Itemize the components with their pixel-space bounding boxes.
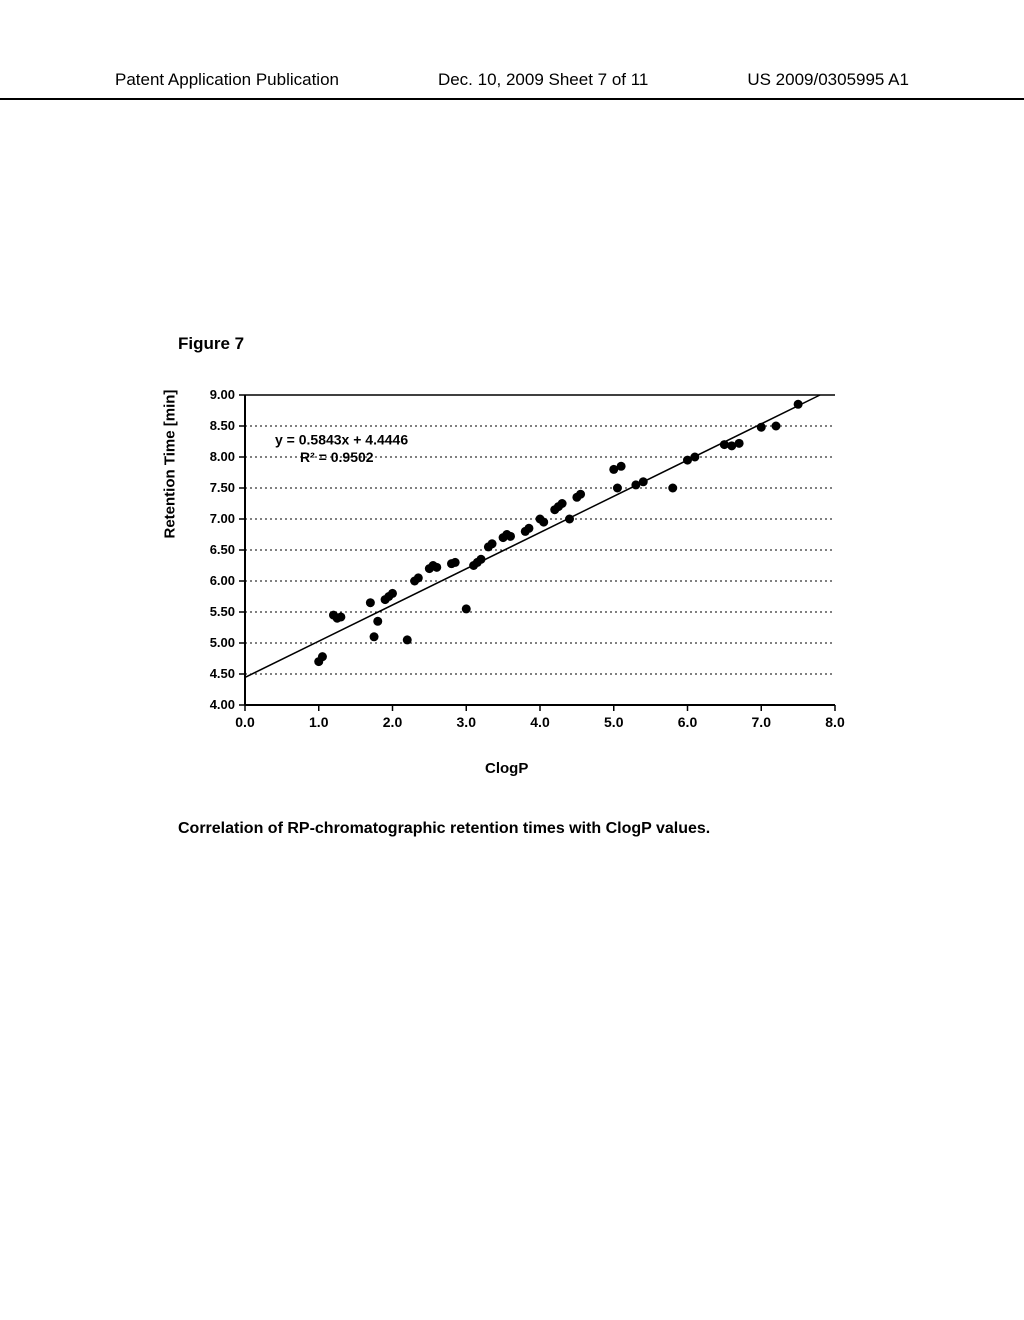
svg-text:4.50: 4.50 (210, 666, 235, 681)
svg-text:5.00: 5.00 (210, 635, 235, 650)
svg-text:R² = 0.9502: R² = 0.9502 (300, 449, 374, 465)
svg-text:8.50: 8.50 (210, 418, 235, 433)
header-publication-type: Patent Application Publication (115, 70, 339, 90)
y-axis-label: Retention Time [min] (162, 390, 179, 539)
svg-text:0.0: 0.0 (235, 714, 255, 730)
svg-text:8.0: 8.0 (825, 714, 845, 730)
svg-text:7.0: 7.0 (752, 714, 772, 730)
figure-label: Figure 7 (178, 334, 244, 354)
svg-text:4.00: 4.00 (210, 697, 235, 712)
svg-text:6.50: 6.50 (210, 542, 235, 557)
svg-text:1.0: 1.0 (309, 714, 329, 730)
header-date-sheet: Dec. 10, 2009 Sheet 7 of 11 (438, 70, 648, 90)
svg-text:6.00: 6.00 (210, 573, 235, 588)
chart-svg: 4.00 4.50 5.00 5.50 6.00 6.50 7.00 7.50 8.00 8.50… (195, 385, 875, 765)
svg-text:6.0: 6.0 (678, 714, 698, 730)
svg-text:4.0: 4.0 (530, 714, 550, 730)
svg-text:3.0: 3.0 (457, 714, 477, 730)
svg-text:5.50: 5.50 (210, 604, 235, 619)
svg-text:2.0: 2.0 (383, 714, 403, 730)
svg-text:7.00: 7.00 (210, 511, 235, 526)
x-axis-label: ClogP (485, 760, 528, 777)
svg-text:7.50: 7.50 (210, 480, 235, 495)
page-header: Patent Application Publication Dec. 10, … (0, 70, 1024, 100)
header-patent-number: US 2009/0305995 A1 (747, 70, 909, 90)
svg-text:8.00: 8.00 (210, 449, 235, 464)
scatter-chart: 4.00 4.50 5.00 5.50 6.00 6.50 7.00 7.50 8.00 8.50… (195, 385, 875, 765)
svg-text:5.0: 5.0 (604, 714, 624, 730)
svg-text:9.00: 9.00 (210, 387, 235, 402)
svg-text:y = 0.5843x + 4.4446: y = 0.5843x + 4.4446 (275, 432, 408, 448)
figure-caption: Correlation of RP-chromatographic retent… (178, 820, 710, 838)
